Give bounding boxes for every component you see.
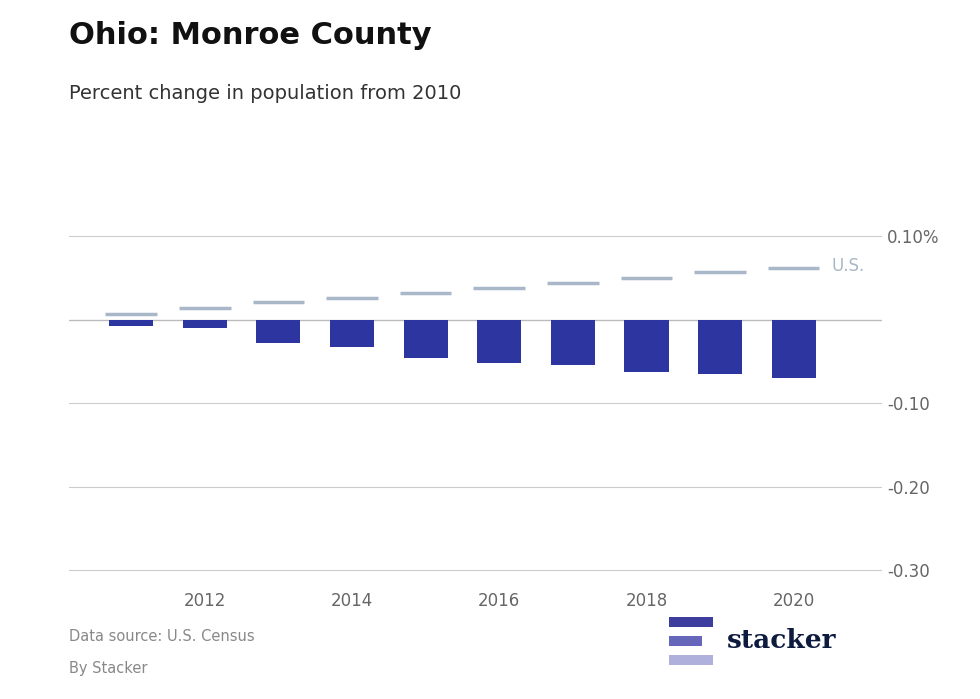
Bar [771,319,815,378]
Bar [182,319,226,328]
Text: Ohio: Monroe County: Ohio: Monroe County [69,21,431,50]
Text: Percent change in population from 2010: Percent change in population from 2010 [69,84,461,103]
Bar [551,319,595,365]
Text: stacker: stacker [727,628,836,654]
Bar [669,617,713,628]
Bar [257,319,301,343]
Bar [330,319,374,347]
Bar [624,319,668,372]
Bar [404,319,448,358]
Bar [669,636,702,646]
Text: U.S.: U.S. [832,257,865,275]
Bar [477,319,521,363]
Text: Data source: U.S. Census: Data source: U.S. Census [69,629,254,644]
Bar [669,654,713,665]
Bar [698,319,742,374]
Text: By Stacker: By Stacker [69,661,147,675]
Bar [109,319,153,326]
